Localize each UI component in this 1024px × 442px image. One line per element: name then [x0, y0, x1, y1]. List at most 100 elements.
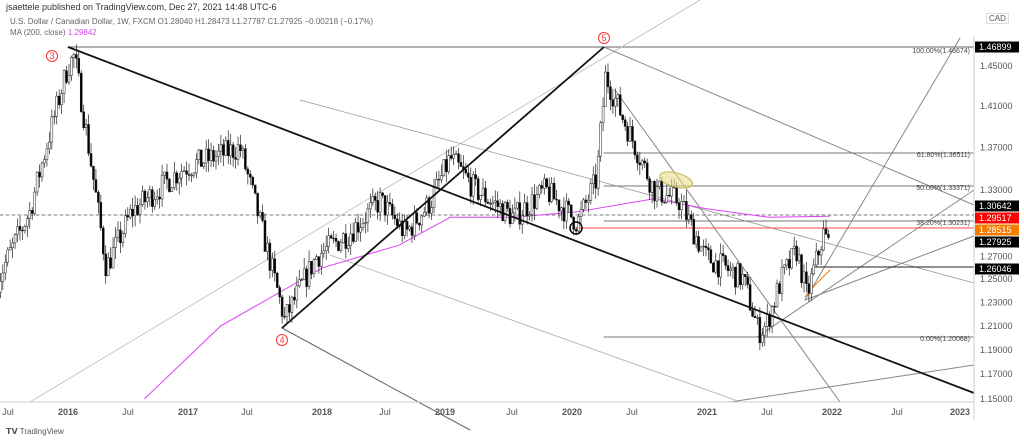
- svg-text:1.28515: 1.28515: [979, 225, 1012, 235]
- candle-down: [57, 95, 61, 106]
- candle-up: [604, 71, 607, 107]
- candle-down: [222, 144, 225, 156]
- candle-up: [315, 256, 318, 260]
- candle-down: [800, 254, 803, 284]
- candle-up: [339, 242, 343, 251]
- candle-up: [543, 178, 546, 189]
- candle-down: [805, 271, 808, 284]
- candle-up: [219, 144, 223, 152]
- candle-up: [479, 195, 482, 200]
- candle-down: [574, 229, 578, 232]
- candle-down: [275, 272, 279, 288]
- candle-up: [560, 207, 563, 212]
- candle-down: [545, 178, 548, 188]
- candle-up: [35, 171, 39, 193]
- fib-label: 100.00%(1.46674): [912, 48, 970, 55]
- fib-label: 38.20%(1.30231): [916, 220, 970, 227]
- candle-down: [675, 187, 678, 203]
- candle-down: [827, 234, 830, 238]
- candle-down: [552, 183, 556, 200]
- candle-down: [623, 119, 627, 127]
- candle-up: [430, 207, 433, 214]
- candle-up: [599, 122, 602, 157]
- tradingview-logo[interactable]: 𝗧𝗩 TradingView: [6, 427, 64, 436]
- candle-up: [295, 285, 299, 301]
- candle-down: [288, 304, 291, 313]
- main-trend-line: [67, 46, 975, 394]
- time-axis[interactable]: Jul 2016 Jul 2017 Jul 2018 Jul 2019 Jul 2020 Jul 20…: [2, 407, 970, 417]
- candle-down: [807, 283, 811, 294]
- candle-up: [481, 187, 485, 196]
- candle-down: [464, 168, 468, 174]
- candle-down: [496, 200, 499, 207]
- candle-up: [62, 70, 66, 94]
- candle-down: [594, 174, 597, 189]
- candle-up: [731, 266, 735, 270]
- candle-up: [702, 245, 705, 248]
- candle-down: [329, 235, 333, 239]
- candle-down: [151, 189, 154, 207]
- time-tick: 2022: [822, 407, 842, 417]
- fib-label: 50.00%(1.33371): [916, 185, 970, 192]
- candle-down: [817, 250, 820, 256]
- candle-up: [812, 264, 816, 274]
- candle-up: [699, 246, 703, 252]
- price-tick: 1.23000: [980, 297, 1013, 307]
- candle-down: [467, 172, 470, 178]
- candle-down: [667, 194, 671, 197]
- time-tick: 2023: [950, 407, 970, 417]
- candle-up: [146, 197, 149, 203]
- candle-down: [200, 149, 203, 167]
- candle-up: [138, 204, 142, 215]
- candle-down: [344, 233, 348, 249]
- candle-up: [155, 196, 159, 201]
- price-tick: 1.45000: [980, 61, 1013, 71]
- candle-up: [511, 212, 514, 225]
- candle-down: [383, 195, 387, 216]
- candle-down: [30, 210, 34, 214]
- candle-up: [797, 254, 801, 262]
- candle-up: [55, 95, 58, 117]
- candle-up: [324, 246, 328, 252]
- currency-label[interactable]: CAD: [986, 13, 1009, 24]
- candle-up: [432, 187, 436, 208]
- price-axis[interactable]: 1.45000 1.41000 1.37000 1.33000 1.27000 1.250…: [980, 61, 1013, 404]
- candle-up: [141, 190, 144, 205]
- candle-down: [278, 287, 281, 298]
- candle-up: [687, 214, 691, 220]
- candle-up: [214, 156, 218, 162]
- candle-up: [528, 214, 531, 217]
- candle-up: [550, 183, 553, 202]
- fib-label: 0.00%(1.20068): [920, 336, 970, 343]
- candle-up: [258, 212, 262, 217]
- candle-up: [128, 208, 132, 218]
- candle-up: [229, 144, 232, 157]
- candle-down: [99, 202, 103, 229]
- candle-up: [8, 247, 12, 251]
- candle-up: [408, 226, 411, 230]
- candle-up: [665, 194, 669, 203]
- candle-down: [685, 201, 688, 220]
- candle-down: [734, 266, 737, 288]
- candle-up: [783, 264, 786, 268]
- candle-down: [716, 260, 720, 278]
- candle-down: [212, 150, 215, 162]
- candle-up: [302, 268, 306, 280]
- candle-down: [609, 86, 612, 100]
- candle-up: [204, 148, 208, 164]
- candle-up: [124, 215, 127, 234]
- candle-up: [425, 197, 428, 213]
- candle-up: [386, 202, 389, 216]
- candle-down: [373, 196, 377, 201]
- candle-down: [381, 192, 384, 196]
- candle-up: [163, 171, 166, 176]
- candle-down: [256, 192, 259, 217]
- candle-up: [13, 234, 17, 244]
- svg-text:3: 3: [49, 51, 54, 61]
- candle-down: [77, 58, 81, 74]
- candle-down: [476, 178, 480, 200]
- candle-down: [645, 162, 649, 180]
- candle-down: [743, 274, 747, 278]
- candle-down: [518, 202, 522, 225]
